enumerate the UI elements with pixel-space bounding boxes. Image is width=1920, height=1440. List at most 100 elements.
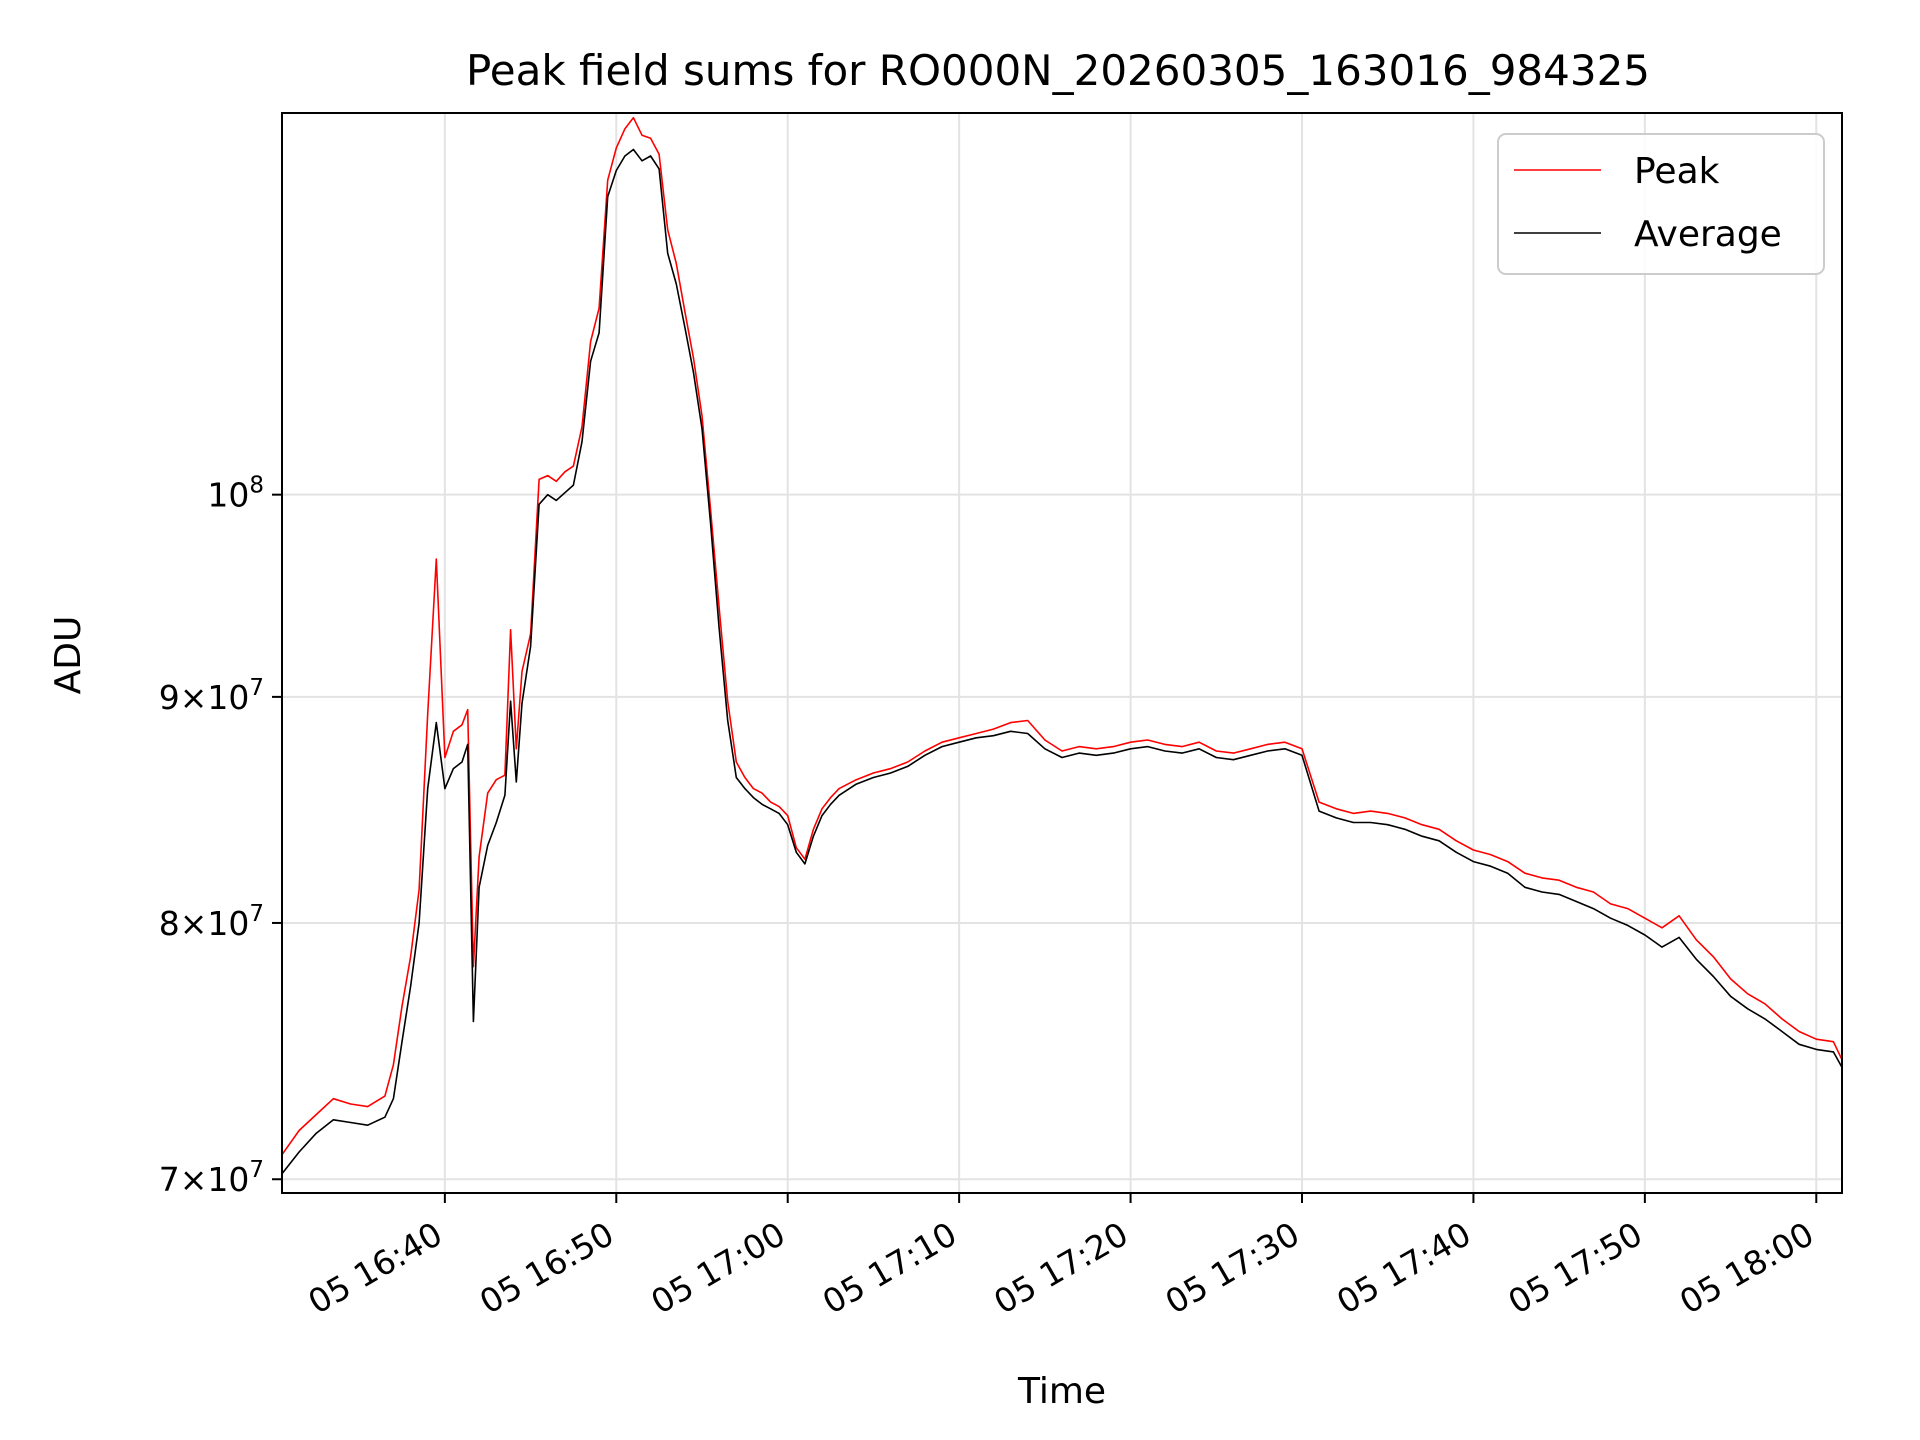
data-point-average — [1284, 748, 1286, 750]
data-point-peak — [1678, 915, 1680, 917]
y-tick-label: 7×107 — [159, 1157, 264, 1199]
data-point-peak — [684, 311, 686, 313]
data-point-average — [452, 768, 454, 770]
data-point-average — [1575, 900, 1577, 903]
data-point-peak — [555, 480, 557, 482]
data-point-average — [487, 844, 489, 847]
data-point-average — [581, 441, 583, 443]
data-point-average — [804, 863, 806, 865]
data-point-average — [1335, 817, 1337, 819]
data-point-peak — [632, 117, 635, 119]
data-point-average — [598, 332, 600, 334]
data-point-average — [752, 797, 755, 799]
legend-label-average: Average — [1634, 214, 1782, 255]
data-point-peak — [1301, 748, 1303, 750]
data-point-peak — [924, 750, 926, 752]
data-point-peak — [478, 856, 480, 858]
data-point-peak — [710, 509, 712, 511]
data-point-average — [1078, 752, 1080, 754]
data-point-peak — [1472, 849, 1474, 851]
data-point-average — [1215, 756, 1217, 759]
data-point-peak — [1095, 748, 1097, 750]
data-point-peak — [992, 728, 995, 730]
data-point-peak — [564, 471, 566, 473]
data-point-peak — [1747, 993, 1749, 995]
data-point-peak — [510, 629, 512, 631]
data-point-peak — [1541, 877, 1543, 879]
data-point-average — [444, 788, 446, 790]
y-tick-label: 108 — [207, 473, 264, 515]
data-point-average — [975, 737, 977, 739]
data-point-peak — [727, 700, 729, 702]
data-point-peak — [392, 1064, 394, 1066]
data-point-average — [1387, 824, 1389, 826]
data-point-average — [555, 499, 557, 501]
data-point-peak — [658, 153, 660, 155]
data-point-average — [907, 765, 909, 768]
data-point-peak — [1592, 891, 1594, 893]
data-point-peak — [487, 792, 489, 794]
data-point-average — [472, 1020, 474, 1023]
data-point-average — [1181, 752, 1183, 754]
data-point-average — [1627, 924, 1629, 927]
data-point-peak — [1524, 872, 1526, 874]
data-point-average — [332, 1119, 334, 1121]
data-point-peak — [1661, 927, 1663, 929]
data-point-peak — [1455, 840, 1457, 842]
data-point-peak — [692, 357, 695, 359]
data-point-average — [727, 719, 729, 722]
data-point-peak — [1404, 817, 1406, 819]
data-point-average — [1267, 750, 1269, 752]
data-point-average — [1095, 754, 1097, 756]
data-point-peak — [1284, 741, 1286, 743]
data-point-average — [787, 824, 789, 826]
data-point-peak — [855, 779, 857, 781]
data-point-average — [1712, 975, 1714, 978]
data-point-peak — [615, 147, 617, 149]
data-point-average — [701, 428, 703, 430]
data-point-peak — [787, 815, 789, 817]
data-point-peak — [1335, 808, 1337, 810]
data-point-average — [350, 1121, 352, 1124]
data-point-peak — [761, 792, 763, 794]
data-point-peak — [367, 1106, 369, 1108]
data-point-average — [530, 645, 532, 648]
data-point-peak — [521, 670, 523, 673]
data-point-peak — [1490, 854, 1492, 856]
data-point-peak — [598, 307, 600, 309]
data-point-average — [667, 252, 669, 254]
data-point-average — [467, 743, 469, 746]
data-point-peak — [515, 748, 517, 750]
data-point-average — [615, 169, 617, 172]
data-point-peak — [890, 768, 892, 770]
data-point-peak — [667, 229, 669, 231]
data-point-peak — [1695, 939, 1697, 941]
data-point-average — [1832, 1051, 1834, 1053]
data-point-peak — [495, 779, 497, 781]
data-point-average — [1438, 840, 1440, 842]
data-point-peak — [1575, 886, 1577, 888]
data-point-average — [1370, 821, 1372, 824]
data-point-peak — [795, 847, 797, 849]
data-point-peak — [315, 1113, 317, 1116]
data-point-peak — [1250, 748, 1252, 750]
data-point-average — [547, 494, 549, 496]
data-point-peak — [830, 797, 832, 799]
data-point-peak — [735, 761, 737, 763]
data-point-average — [607, 196, 609, 198]
data-point-peak — [1764, 1003, 1766, 1005]
y-axis: 7×107 8×107 9×107 108 — [159, 473, 282, 1199]
data-point-average — [1198, 748, 1200, 750]
data-point-average — [1472, 861, 1474, 863]
data-point-average — [521, 702, 523, 704]
data-point-peak — [298, 1129, 300, 1132]
data-point-average — [1661, 946, 1663, 948]
data-point-average — [812, 835, 815, 837]
data-point-average — [1455, 851, 1457, 853]
data-point-average — [315, 1132, 317, 1134]
data-point-peak — [590, 341, 592, 343]
data-point-peak — [1352, 812, 1354, 815]
data-point-peak — [401, 1005, 403, 1007]
data-point-average — [1061, 756, 1063, 759]
data-point-peak — [581, 426, 583, 428]
